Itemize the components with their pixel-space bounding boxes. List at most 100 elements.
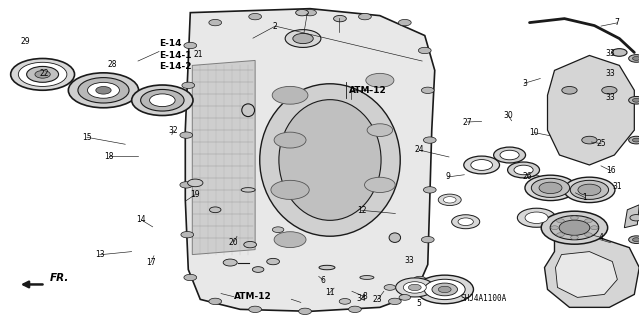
- Circle shape: [252, 267, 264, 272]
- Circle shape: [632, 56, 640, 60]
- Circle shape: [19, 62, 67, 86]
- Text: E-14: E-14: [159, 39, 182, 48]
- Text: 25: 25: [596, 139, 606, 148]
- Circle shape: [578, 184, 601, 196]
- Circle shape: [550, 216, 598, 240]
- Circle shape: [452, 215, 480, 229]
- Circle shape: [141, 89, 184, 111]
- Circle shape: [571, 236, 579, 240]
- Ellipse shape: [319, 265, 335, 270]
- Circle shape: [570, 180, 609, 199]
- Circle shape: [150, 94, 175, 107]
- Circle shape: [358, 13, 371, 20]
- Circle shape: [367, 124, 393, 137]
- Circle shape: [630, 215, 640, 221]
- Circle shape: [384, 285, 396, 290]
- Circle shape: [273, 227, 284, 233]
- Circle shape: [493, 147, 525, 163]
- Text: 2: 2: [273, 22, 278, 31]
- Ellipse shape: [279, 100, 381, 220]
- Text: 1: 1: [582, 193, 588, 202]
- Circle shape: [184, 274, 196, 281]
- Circle shape: [408, 284, 421, 291]
- Text: 5: 5: [417, 299, 421, 308]
- Circle shape: [365, 177, 395, 192]
- Circle shape: [531, 178, 570, 197]
- Polygon shape: [625, 205, 639, 228]
- Text: 13: 13: [95, 250, 104, 259]
- Circle shape: [184, 42, 196, 49]
- Circle shape: [293, 33, 313, 44]
- Circle shape: [551, 226, 559, 230]
- Circle shape: [562, 86, 577, 94]
- Circle shape: [557, 233, 564, 237]
- Circle shape: [271, 180, 309, 199]
- Circle shape: [424, 137, 436, 143]
- Polygon shape: [556, 252, 618, 297]
- Circle shape: [514, 165, 533, 175]
- Text: FR.: FR.: [50, 273, 69, 283]
- Text: 9: 9: [445, 173, 450, 182]
- Circle shape: [628, 96, 640, 104]
- Text: E-14-1: E-14-1: [159, 51, 191, 60]
- Text: E-14-2: E-14-2: [159, 62, 191, 71]
- Circle shape: [557, 219, 564, 223]
- Circle shape: [632, 238, 640, 241]
- Circle shape: [471, 160, 493, 170]
- Text: 28: 28: [108, 60, 117, 69]
- Circle shape: [27, 66, 59, 82]
- Circle shape: [517, 208, 556, 227]
- Circle shape: [419, 47, 431, 54]
- Circle shape: [209, 207, 221, 213]
- Text: 10: 10: [529, 128, 539, 137]
- Circle shape: [424, 187, 436, 193]
- Circle shape: [444, 197, 456, 203]
- Text: 31: 31: [612, 182, 622, 191]
- Circle shape: [612, 49, 627, 56]
- Ellipse shape: [242, 104, 255, 116]
- Circle shape: [299, 308, 312, 315]
- Text: 6: 6: [321, 276, 326, 285]
- Circle shape: [628, 55, 640, 62]
- Circle shape: [632, 138, 640, 142]
- Text: 30: 30: [504, 111, 513, 120]
- Text: 22: 22: [40, 69, 49, 78]
- Circle shape: [424, 279, 465, 300]
- Text: ATM-12: ATM-12: [234, 292, 271, 301]
- Circle shape: [628, 136, 640, 144]
- Circle shape: [274, 232, 306, 248]
- Text: 7: 7: [614, 19, 620, 27]
- Text: 4: 4: [598, 233, 604, 242]
- Circle shape: [396, 278, 434, 297]
- Circle shape: [35, 70, 51, 78]
- Text: 32: 32: [168, 126, 178, 135]
- Circle shape: [68, 73, 139, 108]
- Text: SHJ4A1100A: SHJ4A1100A: [461, 294, 507, 303]
- Circle shape: [399, 19, 412, 26]
- Circle shape: [272, 86, 308, 104]
- Circle shape: [508, 162, 540, 178]
- Circle shape: [421, 236, 434, 243]
- Text: 15: 15: [82, 133, 92, 142]
- Circle shape: [333, 15, 346, 22]
- Circle shape: [366, 73, 394, 87]
- Circle shape: [181, 232, 194, 238]
- Ellipse shape: [360, 276, 374, 279]
- Text: 16: 16: [605, 166, 616, 175]
- Circle shape: [632, 98, 640, 102]
- Text: 17: 17: [146, 258, 156, 267]
- Circle shape: [388, 298, 401, 305]
- Circle shape: [249, 306, 262, 313]
- Circle shape: [458, 218, 474, 226]
- Circle shape: [421, 87, 434, 93]
- Text: 11: 11: [325, 288, 334, 297]
- Circle shape: [403, 282, 426, 293]
- Polygon shape: [192, 60, 255, 255]
- Polygon shape: [186, 9, 435, 311]
- Circle shape: [571, 216, 579, 220]
- Circle shape: [349, 306, 362, 313]
- Circle shape: [249, 13, 262, 20]
- Circle shape: [78, 78, 129, 103]
- Circle shape: [180, 182, 193, 188]
- Circle shape: [564, 177, 615, 203]
